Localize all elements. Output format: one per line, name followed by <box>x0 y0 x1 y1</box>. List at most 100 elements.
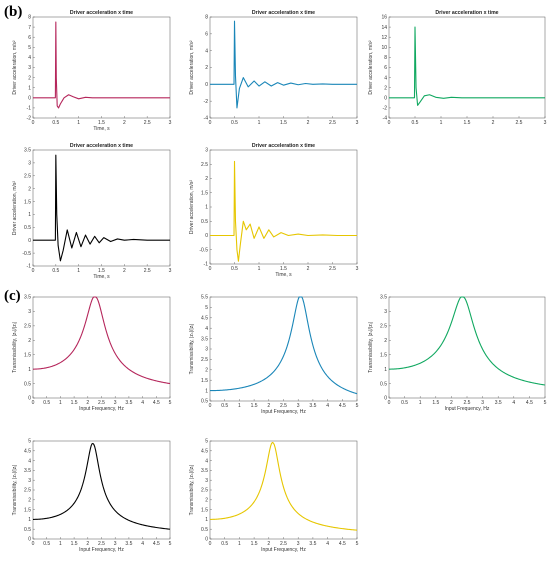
y-tick-label: -2 <box>383 106 388 112</box>
x-axis-label: Input Frequency, Hz <box>79 406 124 412</box>
y-tick-label: 0 <box>205 233 208 239</box>
y-tick-label: 0 <box>384 396 387 402</box>
x-tick-label: 0 <box>209 120 212 126</box>
x-tick-label: 1 <box>238 541 241 547</box>
y-tick-label: 0.5 <box>380 381 387 387</box>
y-tick-label: 1.5 <box>24 199 31 205</box>
x-tick-label: 3 <box>169 268 172 274</box>
x-axis-label: Input Frequency, Hz <box>261 409 306 415</box>
chart-title: Driver acceleration x time <box>252 143 315 149</box>
y-tick-label: 5.5 <box>201 295 208 301</box>
x-tick-label: 2.5 <box>98 541 105 547</box>
x-axis-label: Time, s <box>275 272 292 278</box>
y-tick-label: 4 <box>28 55 31 61</box>
y-tick-label: 2 <box>205 65 208 71</box>
plots-group: Driver acceleration x time 0 0.5 1 1.5 2 2.5 3 -… <box>12 10 547 553</box>
y-tick-label: -1 <box>27 264 32 270</box>
x-tick-label: 2 <box>86 400 89 406</box>
x-tick-label: 5 <box>169 400 172 406</box>
series-line <box>33 154 170 262</box>
x-tick-label: 3.5 <box>495 400 502 406</box>
y-tick-label: 1 <box>205 388 208 394</box>
x-tick-label: 4 <box>326 403 329 409</box>
y-tick-label: 2 <box>205 368 208 374</box>
y-tick-label: 5 <box>28 439 31 445</box>
y-tick-label: 1.5 <box>24 352 31 358</box>
y-tick-label: 1.5 <box>201 378 208 384</box>
y-tick-label: -4 <box>204 116 209 122</box>
chart-c2: 0 0.5 1 1.5 2 2.5 3 3.5 4 4.5 50.511.522.533.544.5… <box>189 295 359 415</box>
y-tick-label: 16 <box>381 15 387 21</box>
y-tick-label: 2.5 <box>201 488 208 494</box>
x-tick-label: 1.5 <box>71 541 78 547</box>
chart-b2: Driver acceleration x time 0 0.5 1 1.5 2 2.5 3 -… <box>189 10 359 126</box>
y-tick-label: -4 <box>383 116 388 122</box>
x-tick-label: 0.5 <box>52 120 59 126</box>
series-line <box>210 20 357 109</box>
y-tick-label: 3.5 <box>24 468 31 474</box>
chart-title: Driver acceleration x time <box>435 10 498 16</box>
x-tick-label: 1.5 <box>251 541 258 547</box>
x-tick-label: 5 <box>356 541 359 547</box>
x-tick-label: 3.5 <box>309 403 316 409</box>
chart-c3: 0 0.5 1 1.5 2 2.5 3 3.5 4 4.5 5 0 0.5 1 1.5 2 2.5 3 3.5 Inp… <box>368 295 547 412</box>
y-tick-label: 0 <box>28 537 31 543</box>
y-tick-label: 1 <box>28 367 31 373</box>
x-tick-label: 1 <box>238 403 241 409</box>
x-tick-label: 2 <box>86 541 89 547</box>
chart-b1: Driver acceleration x time 0 0.5 1 1.5 2 2.5 3 -… <box>12 10 172 132</box>
y-axis-label: Driver acceleration, m/s² <box>189 180 195 235</box>
y-tick-label: 2 <box>28 75 31 81</box>
y-tick-label: 6 <box>205 32 208 38</box>
x-tick-label: 0 <box>32 268 35 274</box>
y-tick-label: 2.5 <box>201 357 208 363</box>
x-tick-label: 0 <box>388 120 391 126</box>
y-tick-label: 3.5 <box>201 468 208 474</box>
x-tick-label: 3 <box>297 403 300 409</box>
x-tick-label: 1.5 <box>280 266 287 272</box>
y-tick-label: -1 <box>27 106 32 112</box>
y-tick-label: 10 <box>381 45 387 51</box>
x-tick-label: 0 <box>32 120 35 126</box>
plot-area <box>388 16 546 119</box>
panel-label-b: (b) <box>4 4 22 20</box>
chart-title: Driver acceleration x time <box>252 10 315 16</box>
x-axis-label: Input Frequency, Hz <box>79 547 124 553</box>
x-tick-label: 3.5 <box>309 541 316 547</box>
y-tick-label: 4 <box>205 458 208 464</box>
y-axis-label: Driver acceleration, m/s² <box>368 40 374 95</box>
x-tick-label: 1 <box>77 120 80 126</box>
y-tick-label: 0.5 <box>201 399 208 405</box>
x-tick-label: 0 <box>388 400 391 406</box>
plot-area <box>209 16 358 119</box>
series-line <box>389 296 546 386</box>
y-tick-label: 1 <box>205 205 208 211</box>
plot-area <box>388 296 546 399</box>
x-tick-label: 2.5 <box>144 120 151 126</box>
y-tick-label: 0.5 <box>24 381 31 387</box>
chart-c4: 0 0.5 1 1.5 2 2.5 3 3.5 4 4.5 5 0 0.5 1 1.5 2 2.5 3 3.5 4 4.… <box>12 439 172 553</box>
x-tick-label: 2 <box>307 120 310 126</box>
y-tick-label: 12 <box>381 35 387 41</box>
series-line <box>210 441 358 531</box>
y-axis-label: Transmissibility, |zₛ|/|zᵢ| <box>368 322 374 373</box>
x-tick-label: 0.5 <box>231 120 238 126</box>
y-tick-label: 4.5 <box>24 449 31 455</box>
y-tick-label: 2.5 <box>24 173 31 179</box>
x-tick-label: 2 <box>492 120 495 126</box>
y-tick-label: 2.5 <box>380 324 387 330</box>
chart-b4: Driver acceleration x time 0 0.5 1 1.5 2 2.5 3 -… <box>12 143 172 280</box>
x-tick-label: 2 <box>267 541 270 547</box>
y-tick-label: 3.5 <box>24 148 31 154</box>
x-tick-label: 3 <box>114 400 117 406</box>
y-tick-label: 2 <box>28 186 31 192</box>
y-tick-label: 3 <box>205 347 208 353</box>
x-tick-label: 0 <box>209 541 212 547</box>
x-tick-label: 0.5 <box>231 266 238 272</box>
y-tick-label: 2 <box>384 338 387 344</box>
y-tick-label: 4 <box>205 48 208 54</box>
x-tick-label: 2 <box>123 120 126 126</box>
x-tick-label: 1.5 <box>464 120 471 126</box>
y-tick-label: 14 <box>381 25 387 31</box>
y-tick-label: 3.5 <box>380 295 387 301</box>
